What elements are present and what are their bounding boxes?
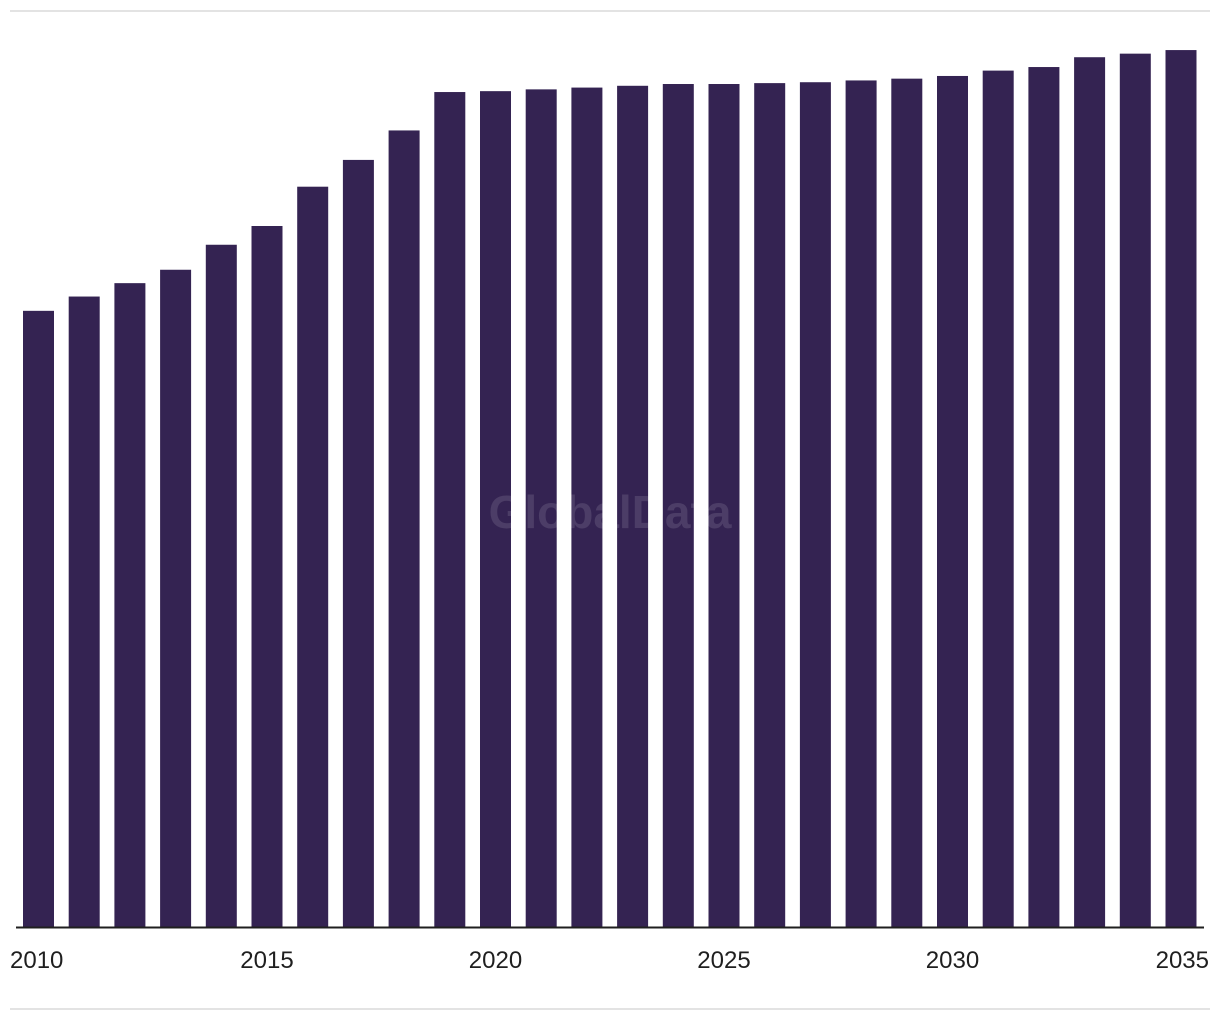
bar-2024 xyxy=(662,84,694,927)
x-tick-label-2015: 2015 xyxy=(240,947,293,974)
bar-2014 xyxy=(205,244,237,927)
bars-group xyxy=(23,50,1197,928)
bottom-divider xyxy=(10,1008,1210,1010)
bar-2017 xyxy=(342,159,374,927)
bar-2010 xyxy=(23,310,54,928)
bar-2028 xyxy=(845,80,877,927)
bar-2022 xyxy=(571,87,603,927)
bar-2025 xyxy=(708,84,740,927)
x-tick-labels: 2010 2015 2020 2025 2030 2035 xyxy=(10,947,1209,974)
bar-2019 xyxy=(434,92,466,928)
bar-2035 xyxy=(1165,50,1197,927)
bar-2026 xyxy=(754,83,786,928)
watermark-text: GlobalData xyxy=(489,486,732,538)
x-tick-label-2010: 2010 xyxy=(10,947,63,974)
x-tick-label-2020: 2020 xyxy=(469,947,522,974)
bar-2030 xyxy=(937,75,968,928)
bar-2013 xyxy=(160,269,192,927)
x-tick-label-2030: 2030 xyxy=(926,947,979,974)
bar-2011 xyxy=(68,296,100,927)
bar-2031 xyxy=(982,70,1014,928)
bar-2032 xyxy=(1028,67,1060,928)
bar-2033 xyxy=(1074,57,1106,928)
bar-2029 xyxy=(891,78,923,927)
bar-2027 xyxy=(799,82,831,928)
bar-2018 xyxy=(388,130,420,927)
x-tick-label-2035: 2035 xyxy=(1156,947,1209,974)
bar-2034 xyxy=(1119,53,1151,927)
bar-2021 xyxy=(525,89,557,928)
x-tick-label-2025: 2025 xyxy=(697,947,750,974)
bar-2012 xyxy=(114,283,146,927)
top-divider xyxy=(10,10,1210,12)
bar-2016 xyxy=(297,186,329,927)
bar-2020 xyxy=(480,91,511,927)
bar-2023 xyxy=(617,85,649,928)
bar-2015 xyxy=(251,226,283,927)
